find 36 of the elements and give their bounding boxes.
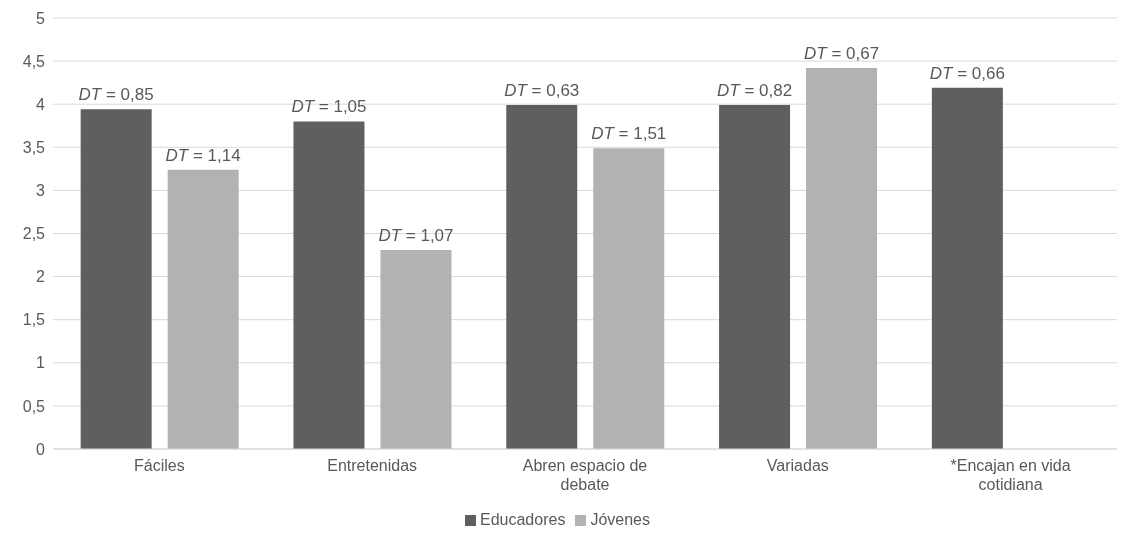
y-tick-label: 2 [36,268,46,286]
legend-label: Educadores [480,511,566,528]
annotation: DT = 0,63 [504,81,580,101]
x-tick-label: Variadas [766,457,829,474]
bar [80,109,152,449]
y-tick-label: 4 [36,95,46,113]
legend-label: Jóvenes [590,511,650,528]
y-tick-label: 2,5 [22,225,46,243]
annotation: DT = 0,66 [929,63,1005,83]
annotation: DT = 1,51 [591,124,667,144]
annotation: DT = 0,67 [803,44,880,63]
y-tick-label: 4,5 [22,52,46,70]
bar [593,148,665,449]
bar [380,249,452,449]
bar [806,68,878,449]
annotation: DT = 1,14 [165,145,241,165]
bar [293,121,365,449]
y-tick-label: 0,5 [22,397,46,415]
x-tick-label: Abren espacio de debate [522,457,648,493]
x-tick-label: Entretenidas [327,457,418,474]
annotation: DT = 1,05 [291,97,367,117]
y-tick-label: 1,5 [22,311,46,329]
y-tick-label: 3 [36,182,46,200]
x-tick-label: Fáciles [134,457,185,474]
y-tick-label: 3,5 [22,138,46,156]
y-tick-label: 1 [36,354,46,372]
bar [719,105,791,449]
y-tick-label: 5 [36,9,46,27]
annotation: DT = 0,85 [78,85,154,105]
y-tick-label: 0 [36,440,46,458]
bar [931,87,1003,449]
annotation: DT = 0,82 [716,81,793,101]
annotation: DT = 1,07 [378,225,454,245]
bar [167,169,239,449]
x-tick-label: *Encajan en vida cotidiana [950,457,1071,493]
bar [506,105,578,449]
